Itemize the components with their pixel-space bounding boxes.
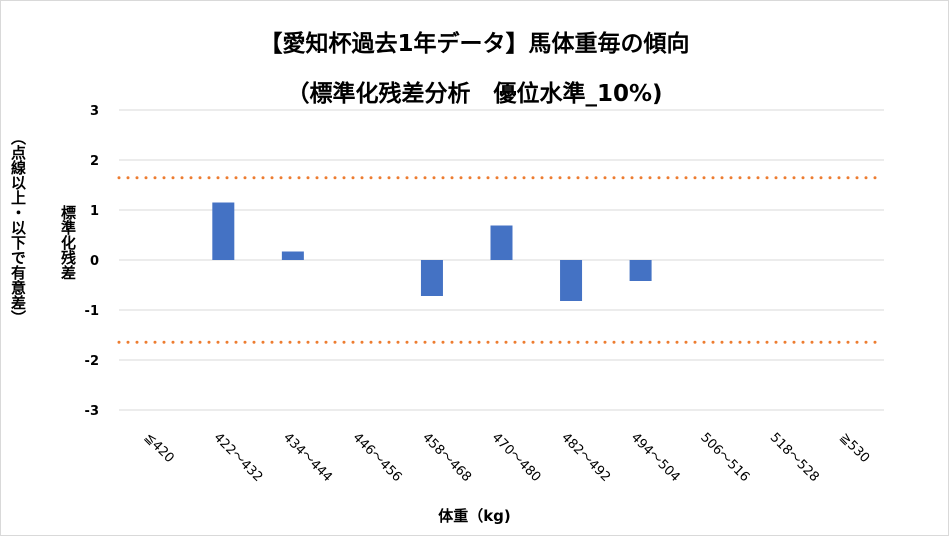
y-axis-label-main: 標準化残差 <box>59 205 77 280</box>
x-axis-label: 体重（kg) <box>438 507 511 525</box>
x-tick-label: 446～456 <box>350 430 405 485</box>
bar <box>212 202 235 260</box>
x-tick-label: 494～504 <box>628 430 683 485</box>
x-tick-label: 458～468 <box>419 430 474 485</box>
y-tick-label: -3 <box>85 404 99 419</box>
bar <box>420 260 443 296</box>
bar <box>490 225 513 260</box>
y-tick-label: 3 <box>90 104 99 119</box>
y-tick-label: 1 <box>90 204 99 219</box>
y-tick-label: 0 <box>90 254 99 269</box>
bar <box>629 260 652 281</box>
y-tick-label: -1 <box>85 304 99 319</box>
x-tick-label: 518～528 <box>767 430 822 485</box>
x-tick-label: 470～480 <box>489 430 544 485</box>
x-tick-label: ≦420 <box>141 430 177 466</box>
y-axis-label: 標準化残差 （点線以上・以下で有意差） <box>0 110 80 410</box>
y-axis-label-note: （点線以上・以下で有意差） <box>9 130 27 325</box>
x-tick-label: 482～492 <box>558 430 613 485</box>
x-tick-label: 434～444 <box>280 430 335 485</box>
bar <box>281 251 304 260</box>
x-tick-label: ≧530 <box>836 430 872 466</box>
chart-subtitle: （標準化残差分析 優位水準_10%) <box>286 81 663 107</box>
bar <box>560 260 583 301</box>
y-tick-label: -2 <box>85 354 99 369</box>
y-tick-label: 2 <box>90 154 99 169</box>
chart-title: 【愛知杯過去1年データ】馬体重毎の傾向 <box>259 31 690 57</box>
x-tick-label: 422～432 <box>210 430 265 485</box>
x-tick-label: 506～516 <box>697 430 752 485</box>
